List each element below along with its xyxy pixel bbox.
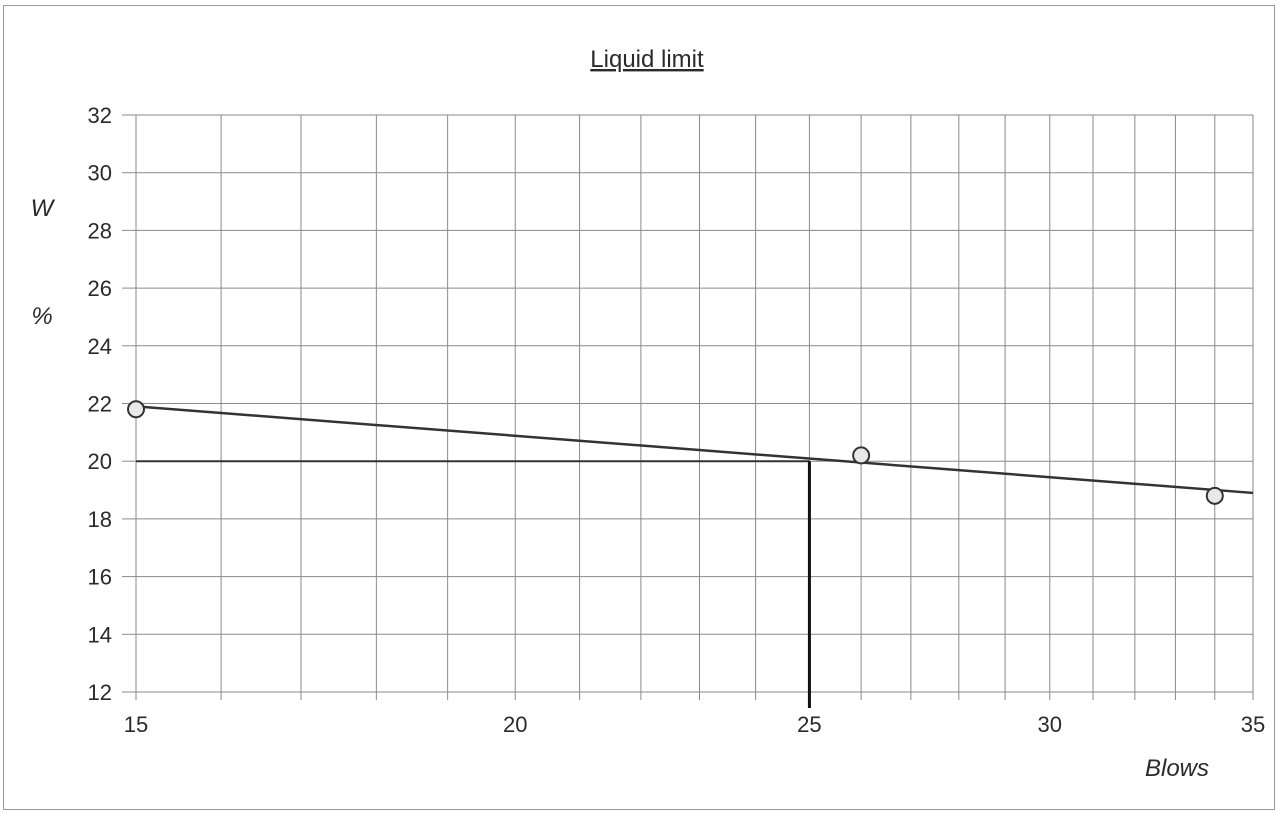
data-point xyxy=(1205,486,1224,505)
chart-title: Liquid limit xyxy=(590,46,704,73)
grid xyxy=(122,114,1254,700)
y-tick-label: 12 xyxy=(88,680,112,705)
y-tick-label: 28 xyxy=(88,218,112,243)
chart-frame: Liquid limit W % Blows 12 14 16 18 20 22 24 26 2… xyxy=(3,5,1275,810)
x-tick-label: 20 xyxy=(503,712,527,737)
data-point xyxy=(852,446,871,465)
y-tick-label: 14 xyxy=(88,622,112,647)
y-tick-label: 20 xyxy=(88,449,112,474)
y-tick-label: 26 xyxy=(88,276,112,301)
y-tick-label: 32 xyxy=(88,103,112,128)
x-tick-label: 15 xyxy=(124,712,148,737)
y-axis-label-top: W xyxy=(31,195,56,222)
tick-labels: 12 14 16 18 20 22 24 26 28 30 32 15 20 25 30 35 xyxy=(88,103,1266,737)
y-tick-label: 30 xyxy=(88,161,112,186)
fit-line xyxy=(135,405,1254,495)
x-tick-label: 25 xyxy=(797,712,821,737)
liquid-limit-chart: Liquid limit W % Blows 12 14 16 18 20 22 24 26 2… xyxy=(31,46,1266,782)
x-axis-label: Blows xyxy=(1145,755,1209,782)
data-points xyxy=(127,400,1224,505)
data-point xyxy=(127,400,145,419)
y-axis-label-bottom: % xyxy=(31,303,52,330)
y-tick-label: 24 xyxy=(88,334,112,359)
x-tick-label: 35 xyxy=(1241,712,1265,737)
y-tick-label: 18 xyxy=(88,507,112,532)
x-tick-label: 30 xyxy=(1038,712,1062,737)
y-tick-label: 22 xyxy=(88,392,112,417)
y-tick-label: 16 xyxy=(88,565,112,590)
lines xyxy=(135,405,1254,708)
